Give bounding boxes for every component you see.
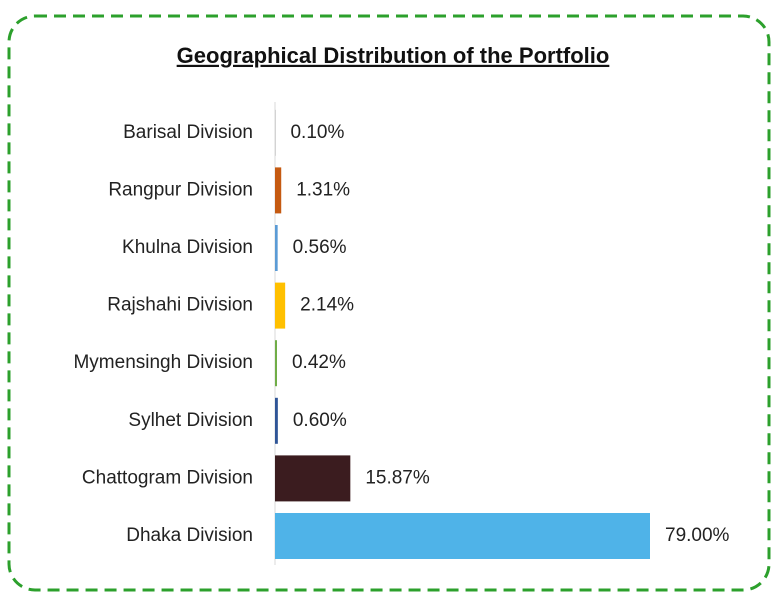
value-label: 0.10% — [290, 122, 344, 143]
value-label: 0.60% — [293, 410, 347, 431]
value-label: 0.42% — [292, 352, 346, 373]
bar — [275, 513, 650, 559]
frame — [7, 14, 771, 592]
chart-title: Geographical Distribution of the Portfol… — [177, 43, 610, 68]
value-label: 0.56% — [293, 237, 347, 258]
value-label: 2.14% — [300, 295, 354, 316]
category-label: Chattogram Division — [82, 467, 253, 488]
category-label: Mymensingh Division — [73, 352, 253, 373]
bar — [275, 397, 278, 444]
value-label: 79.00% — [665, 525, 730, 546]
category-label: Barisal Division — [123, 122, 253, 143]
category-label: Dhaka Division — [126, 525, 253, 546]
category-label: Rajshahi Division — [107, 295, 253, 316]
value-label: 1.31% — [296, 179, 350, 200]
value-label: 15.87% — [365, 467, 430, 488]
bar — [275, 225, 278, 271]
bar — [275, 282, 286, 329]
category-label: Khulna Division — [122, 237, 253, 258]
bar — [275, 340, 277, 387]
category-label: Sylhet Division — [128, 410, 253, 431]
bar — [275, 167, 282, 214]
bar — [275, 455, 351, 502]
category-label: Rangpur Division — [108, 179, 253, 200]
